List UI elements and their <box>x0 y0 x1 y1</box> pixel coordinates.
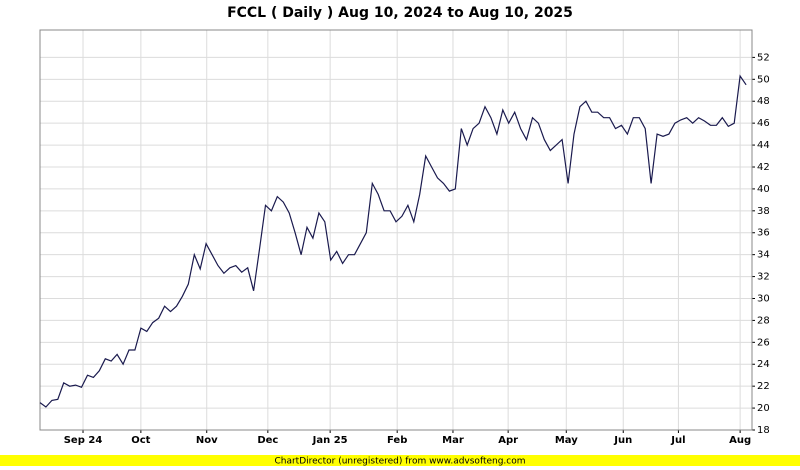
y-tick-label: 40 <box>757 184 770 195</box>
x-tick-label: Feb <box>387 435 407 446</box>
y-tick-label: 42 <box>757 162 770 173</box>
x-tick-label: Sep 24 <box>64 435 103 446</box>
y-tick-label: 46 <box>757 118 770 129</box>
price-line <box>39 74 747 408</box>
x-tick-label: May <box>555 435 578 446</box>
x-tick-label: Dec <box>257 435 278 446</box>
y-tick-label: 28 <box>757 315 770 326</box>
x-tick-label: Jul <box>670 435 685 446</box>
y-tick-label: 44 <box>757 140 770 151</box>
y-tick-label: 22 <box>757 381 770 392</box>
x-tick-label: Mar <box>442 435 464 446</box>
y-tick-label: 52 <box>757 52 770 63</box>
y-tick-label: 32 <box>757 272 770 283</box>
footer: ChartDirector (unregistered) from www.ad… <box>274 457 525 467</box>
y-tick-label: 34 <box>757 250 770 261</box>
x-tick-label: Jun <box>613 435 632 446</box>
y-tick-label: 20 <box>757 403 770 414</box>
y-tick-label: 30 <box>757 293 770 304</box>
x-tick-label: Nov <box>196 435 218 446</box>
x-tick-label: Aug <box>729 435 751 446</box>
y-tick-label: 50 <box>757 74 770 85</box>
y-tick-label: 38 <box>757 206 770 217</box>
y-tick-label: 48 <box>757 96 770 107</box>
y-tick-label: 36 <box>757 228 770 239</box>
y-tick-label: 26 <box>757 337 770 348</box>
x-tick-label: Apr <box>498 435 518 446</box>
y-tick-label: 18 <box>757 425 770 436</box>
x-tick-label: Oct <box>131 435 150 446</box>
chart-title: FCCL ( Daily ) Aug 10, 2024 to Aug 10, 2… <box>227 5 573 21</box>
plot-area <box>40 30 752 430</box>
x-tick-label: Jan 25 <box>312 435 348 446</box>
footer-bar <box>0 455 800 466</box>
y-tick-label: 24 <box>757 359 770 370</box>
plot-border <box>39 29 753 431</box>
